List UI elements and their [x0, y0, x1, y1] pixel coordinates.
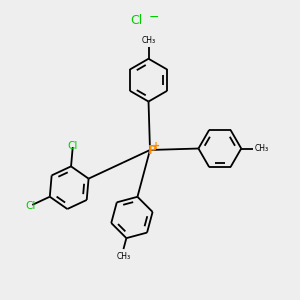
Text: CH₃: CH₃	[116, 253, 130, 262]
Text: CH₃: CH₃	[255, 144, 269, 153]
Text: Cl: Cl	[68, 141, 78, 151]
Text: +: +	[152, 141, 160, 151]
Text: CH₃: CH₃	[142, 36, 156, 45]
Text: P: P	[148, 143, 157, 157]
Text: Cl: Cl	[131, 14, 143, 27]
Text: Cl: Cl	[26, 200, 36, 211]
Text: −: −	[148, 11, 159, 24]
